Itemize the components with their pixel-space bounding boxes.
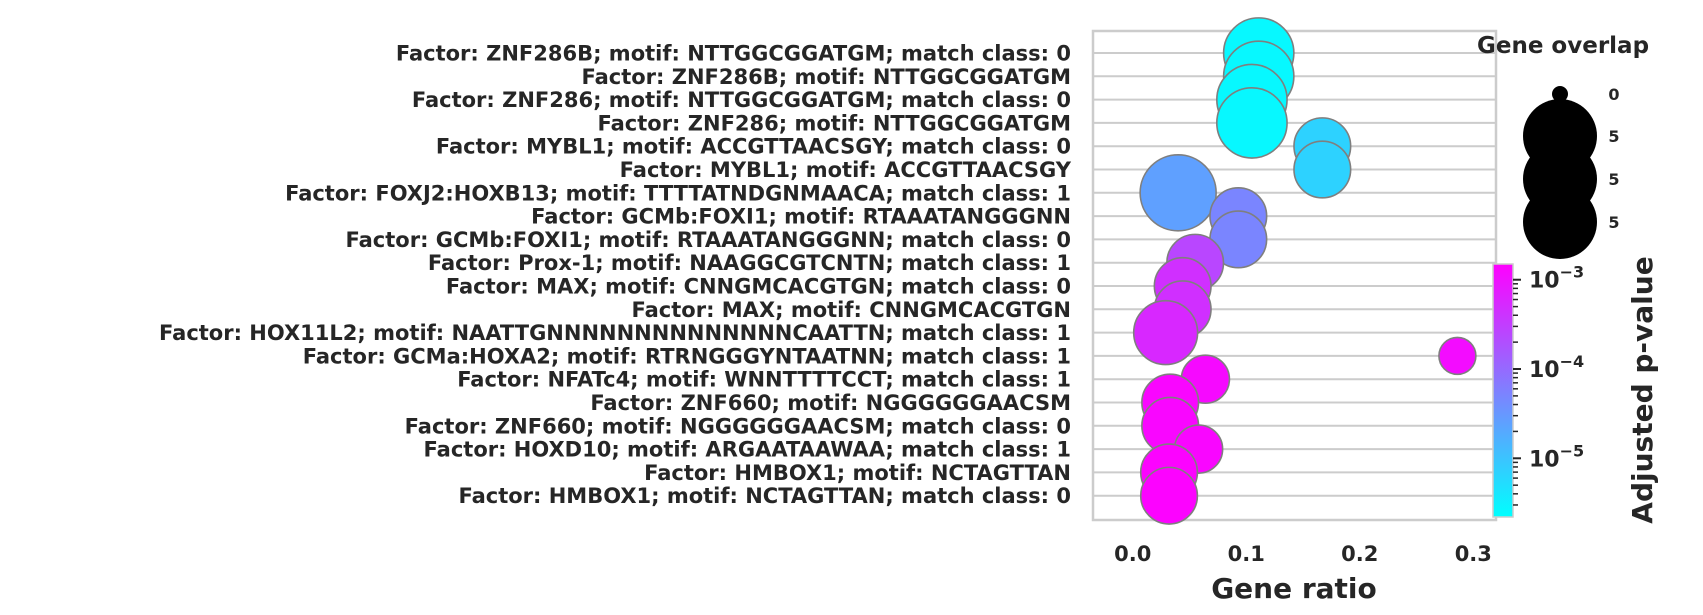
colorbar-tick-label: 10−3 xyxy=(1529,263,1584,294)
x-tick-label: 0.0 xyxy=(1114,542,1151,566)
size-legend-title: Gene overlap xyxy=(1477,33,1649,59)
colorbar-tick-label: 10−5 xyxy=(1529,441,1584,472)
row-label: Factor: HMBOX1; motif: NCTAGTTAN xyxy=(644,461,1071,485)
row-label: Factor: ZNF286B; motif: NTTGGCGGATGM; ma… xyxy=(396,42,1071,66)
row-label: Factor: MYBL1; motif: ACCGTTAACSGY; matc… xyxy=(436,135,1071,159)
row-label: Factor: HMBOX1; motif: NCTAGTTAN; match … xyxy=(458,484,1071,508)
colorbar-tick-label: 10−4 xyxy=(1529,352,1584,383)
row-label: Factor: ZNF286B; motif: NTTGGCGGATGM xyxy=(581,65,1071,89)
row-label: Factor: GCMb:FOXI1; motif: RTAAATANGGGNN xyxy=(531,205,1071,229)
row-label: Factor: ZNF660; motif: NGGGGGGAACSM; mat… xyxy=(405,414,1071,438)
x-tick-label: 0.2 xyxy=(1341,542,1378,566)
size-legend-label: 5 xyxy=(1608,170,1619,189)
size-legend-marker xyxy=(1552,86,1568,102)
row-labels: Factor: ZNF286B; motif: NTTGGCGGATGM; ma… xyxy=(159,42,1072,509)
x-axis-title: Gene ratio xyxy=(1211,572,1377,605)
row-label: Factor: Prox-1; motif: NAAGGCGTCNTN; mat… xyxy=(428,251,1071,275)
size-legend-label: 0 xyxy=(1608,85,1619,104)
colorbar-minor-ticks xyxy=(1513,283,1518,506)
row-label: Factor: MYBL1; motif: ACCGTTAACSGY xyxy=(620,158,1072,182)
row-label: Factor: ZNF660; motif: NGGGGGGAACSM xyxy=(590,391,1071,415)
plot-area xyxy=(1091,17,1498,525)
row-label: Factor: HOX11L2; motif: NAATTGNNNNNNNNNN… xyxy=(159,321,1071,345)
colorbar-gradient xyxy=(1492,263,1514,518)
data-point xyxy=(1132,299,1199,366)
row-label: Factor: MAX; motif: CNNGMCACGTGN xyxy=(632,298,1071,322)
row-label: Factor: NFATc4; motif: WNNTTTTCCT; match… xyxy=(457,368,1071,392)
colorbar-ticks: 10−3 10−4 10−5 xyxy=(1513,263,1584,472)
x-tick-label: 0.3 xyxy=(1455,542,1492,566)
colorbar: 10−3 10−4 10−5 Adjusted p-value xyxy=(1492,256,1659,524)
data-point xyxy=(1139,466,1199,525)
x-tick-label: 0.1 xyxy=(1228,542,1265,566)
x-axis-ticks: 0.0 0.1 0.2 0.3 xyxy=(1114,542,1492,566)
row-label: Factor: HOXD10; motif: ARGAATAAWAA; matc… xyxy=(424,438,1071,462)
row-label: Factor: MAX; motif: CNNGMCACGTGN; match … xyxy=(446,275,1071,299)
markers xyxy=(1132,17,1477,525)
row-label: Factor: FOXJ2:HOXB13; motif: TTTTATNDGNM… xyxy=(285,181,1071,205)
row-label: Factor: GCMa:HOXA2; motif: RTRNGGGYNTAAT… xyxy=(303,344,1071,368)
row-label: Factor: ZNF286; motif: NTTGGCGGATGM xyxy=(598,111,1072,135)
colorbar-label: Adjusted p-value xyxy=(1626,256,1659,523)
row-label: Factor: GCMb:FOXI1; motif: RTAAATANGGGNN… xyxy=(346,228,1071,252)
row-label: Factor: ZNF286; motif: NTTGGCGGATGM; mat… xyxy=(412,88,1071,112)
size-legend-label: 5 xyxy=(1608,127,1619,146)
size-legend: Gene overlap 0 5 5 5 xyxy=(1477,33,1649,259)
data-point xyxy=(1216,86,1288,159)
size-legend-label: 5 xyxy=(1608,213,1619,232)
data-point xyxy=(1139,154,1217,232)
size-legend-marker xyxy=(1523,185,1597,259)
data-point xyxy=(1293,140,1352,199)
data-point xyxy=(1438,336,1477,376)
